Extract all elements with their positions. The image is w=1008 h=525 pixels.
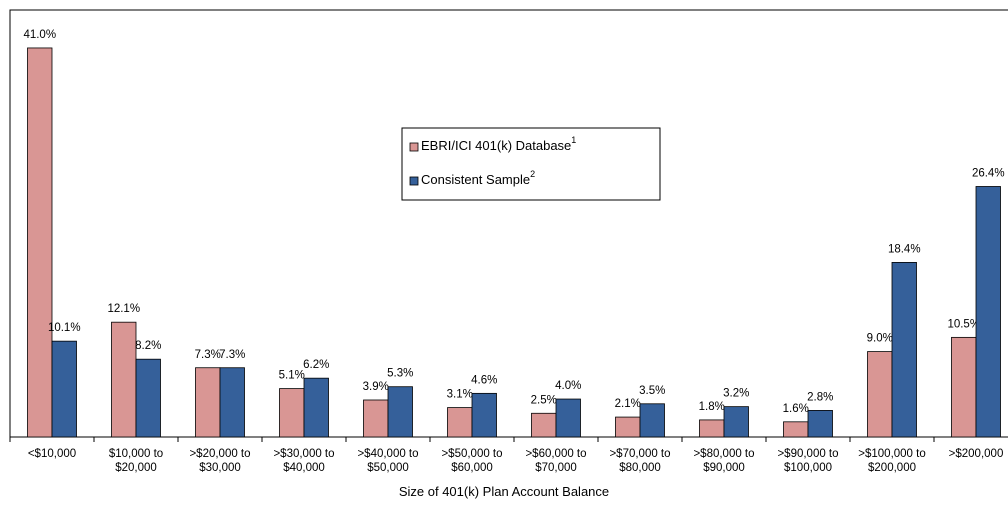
legend-note: 2 bbox=[530, 169, 535, 179]
x-tick-label: >$200,000 bbox=[948, 448, 1004, 460]
data-label: 8.2% bbox=[135, 340, 161, 352]
data-label: 7.3% bbox=[195, 349, 221, 361]
data-label: 4.0% bbox=[555, 380, 581, 392]
bar bbox=[387, 386, 413, 438]
bar bbox=[975, 186, 1001, 438]
data-label: 3.2% bbox=[723, 388, 749, 400]
data-label: 1.6% bbox=[783, 403, 809, 415]
data-label: 1.8% bbox=[699, 401, 725, 413]
data-label: 5.3% bbox=[387, 368, 413, 380]
data-label: 2.5% bbox=[531, 394, 557, 406]
data-label: 26.4% bbox=[972, 168, 1005, 180]
data-label: 12.1% bbox=[107, 303, 140, 315]
bar bbox=[471, 392, 497, 438]
legend-name: Consistent Sample bbox=[421, 172, 530, 187]
bar bbox=[555, 398, 581, 438]
data-label: 9.0% bbox=[867, 333, 893, 345]
bar bbox=[111, 321, 137, 438]
x-tick-label: >$40,000 to $50,000 bbox=[357, 448, 419, 474]
bar bbox=[783, 421, 809, 438]
legend-box bbox=[401, 127, 661, 201]
bar bbox=[195, 367, 221, 438]
bar bbox=[639, 403, 665, 438]
bar bbox=[699, 419, 725, 438]
data-label: 2.8% bbox=[807, 391, 833, 403]
bar bbox=[615, 416, 641, 438]
bar bbox=[303, 377, 329, 438]
legend-swatch bbox=[409, 176, 419, 186]
legend-label: EBRI/ICI 401(k) Database1 bbox=[421, 135, 576, 153]
x-tick-label: >$70,000 to $80,000 bbox=[609, 448, 671, 474]
x-tick-label: >$80,000 to $90,000 bbox=[693, 448, 755, 474]
data-label: 7.3% bbox=[219, 349, 245, 361]
bar bbox=[951, 336, 977, 438]
bar bbox=[447, 407, 473, 438]
bar bbox=[723, 406, 749, 438]
x-tick-label: $10,000 to $20,000 bbox=[108, 448, 164, 474]
x-tick-label: >$60,000 to $70,000 bbox=[525, 448, 587, 474]
bar bbox=[27, 47, 53, 438]
bar bbox=[867, 351, 893, 438]
data-label: 10.1% bbox=[48, 322, 81, 334]
x-tick-label: >$50,000 to $60,000 bbox=[441, 448, 503, 474]
data-label: 10.5% bbox=[947, 318, 980, 330]
data-label: 3.1% bbox=[447, 389, 473, 401]
data-label: 2.1% bbox=[615, 398, 641, 410]
bar bbox=[219, 367, 245, 438]
x-tick-label: >$100,000 to $200,000 bbox=[858, 448, 926, 474]
data-label: 18.4% bbox=[888, 243, 921, 255]
x-axis-title: Size of 401(k) Plan Account Balance bbox=[398, 484, 610, 499]
bar bbox=[279, 388, 305, 438]
bar bbox=[363, 399, 389, 438]
data-label: 3.9% bbox=[363, 381, 389, 393]
bar bbox=[531, 412, 557, 438]
bar bbox=[51, 340, 77, 438]
legend-name: EBRI/ICI 401(k) Database bbox=[421, 138, 571, 153]
data-label: 5.1% bbox=[279, 370, 305, 382]
legend-note: 1 bbox=[571, 135, 576, 145]
legend-label: Consistent Sample2 bbox=[421, 169, 535, 187]
x-tick-label: >$30,000 to $40,000 bbox=[273, 448, 335, 474]
bar bbox=[135, 358, 161, 438]
x-tick-label: >$20,000 to $30,000 bbox=[189, 448, 251, 474]
legend-swatch bbox=[409, 142, 419, 152]
bar bbox=[891, 262, 917, 438]
data-label: 6.2% bbox=[303, 359, 329, 371]
bar bbox=[807, 410, 833, 438]
x-tick-label: >$90,000 to $100,000 bbox=[777, 448, 839, 474]
data-label: 41.0% bbox=[23, 29, 56, 41]
data-label: 3.5% bbox=[639, 385, 665, 397]
x-tick-label: <$10,000 bbox=[27, 448, 77, 460]
data-label: 4.6% bbox=[471, 374, 497, 386]
